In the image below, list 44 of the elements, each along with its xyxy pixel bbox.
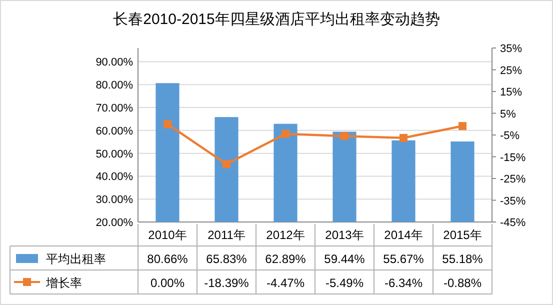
- point: [222, 160, 230, 168]
- y-tick-label: 60.00%: [96, 125, 134, 138]
- x-tick-label: 2010年: [148, 228, 187, 242]
- y-tick-label: 40.00%: [96, 171, 134, 184]
- y2-tick-label: -25%: [500, 174, 526, 186]
- point: [164, 120, 172, 128]
- y-tick-label: 90.00%: [96, 56, 134, 69]
- data-label: 55.18%: [442, 252, 484, 266]
- x-tick-label: 2015年: [443, 228, 482, 242]
- data-label: 80.66%: [147, 252, 188, 266]
- legend-label: 增长率: [45, 276, 82, 290]
- x-tick-label: 2014年: [384, 228, 423, 242]
- y-tick-label: 80.00%: [96, 80, 134, 92]
- y2-tick-label: 5%: [500, 108, 516, 120]
- data-label: 0.00%: [150, 276, 185, 290]
- y2-tick-label: -15%: [500, 152, 526, 164]
- x-tick-label: 2012年: [266, 228, 305, 242]
- y2-tick-label: 15%: [500, 86, 522, 98]
- y-tick-label: 50.00%: [96, 148, 134, 160]
- data-label: 65.83%: [206, 252, 248, 266]
- data-label: -5.49%: [325, 276, 364, 290]
- legend-label: 平均出租率: [46, 252, 106, 266]
- data-label: 62.89%: [265, 252, 306, 266]
- y2-tick-label: 35%: [500, 43, 522, 55]
- data-label: -4.47%: [266, 276, 305, 290]
- y-tick-label: 30.00%: [96, 194, 134, 206]
- data-label: 55.67%: [383, 252, 424, 266]
- data-label: -0.88%: [443, 276, 482, 290]
- chart-title: 长春2010-2015年四星级酒店平均出租率变动趋势: [113, 11, 440, 28]
- data-label: -6.34%: [384, 276, 423, 290]
- x-tick-label: 2013年: [325, 228, 364, 242]
- y2-tick-label: -45%: [500, 217, 526, 229]
- y2-tick-label: -5%: [500, 130, 520, 142]
- point: [458, 122, 466, 130]
- x-tick-label: 2011年: [208, 228, 246, 242]
- point: [282, 130, 290, 138]
- point: [340, 132, 348, 140]
- data-label: -18.39%: [204, 276, 250, 290]
- y-tick-label: 70.00%: [96, 102, 134, 115]
- data-label: 59.44%: [324, 252, 366, 266]
- y2-tick-label: 25%: [500, 64, 522, 77]
- y-tick-label: 20.00%: [96, 217, 134, 229]
- y2-tick-label: -35%: [500, 195, 526, 208]
- point: [400, 134, 408, 142]
